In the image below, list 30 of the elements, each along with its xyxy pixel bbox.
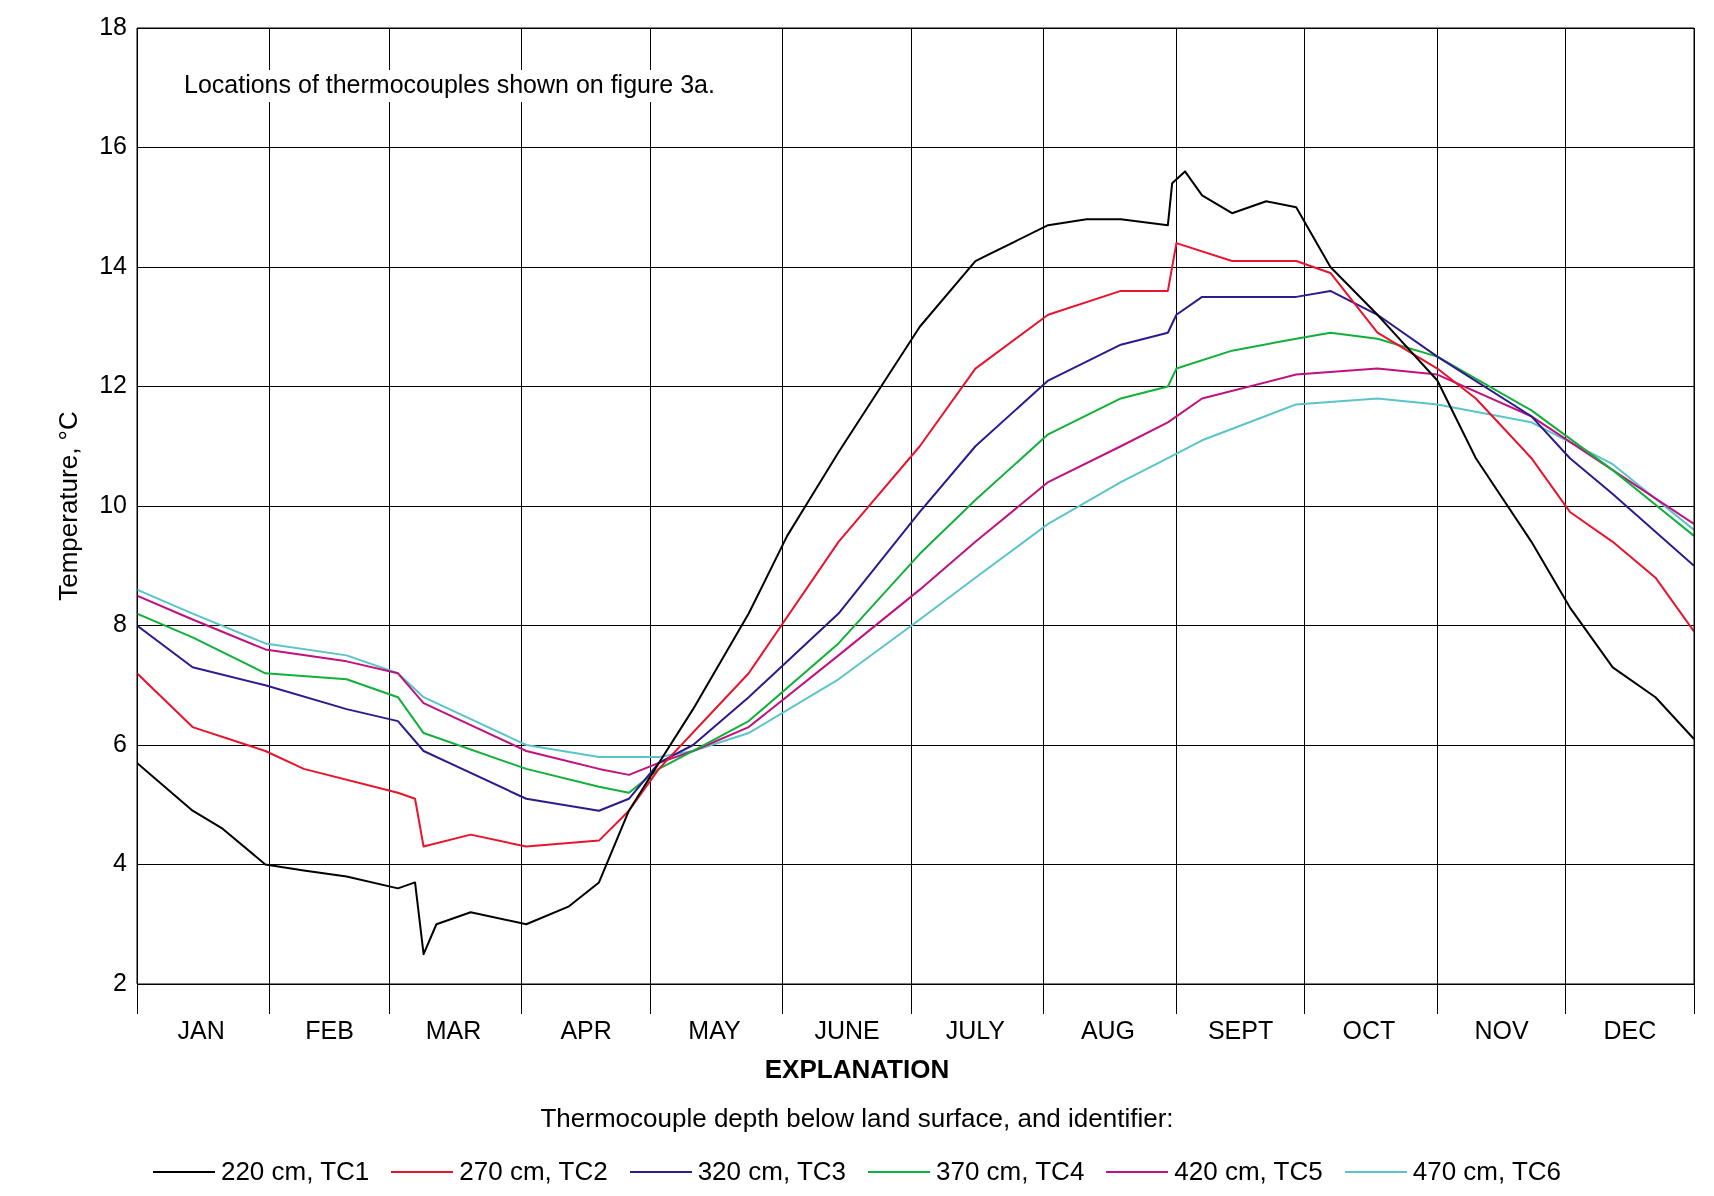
x-tick-label: FEB	[305, 1015, 354, 1044]
x-tick-label: DEC	[1603, 1015, 1657, 1044]
x-tick-label: JAN	[177, 1015, 225, 1044]
y-tick-label: 6	[113, 728, 128, 757]
x-tick-label: MAR	[425, 1015, 482, 1044]
y-tick-label: 14	[99, 250, 128, 279]
y-tick-label: 12	[99, 370, 128, 399]
x-tick-label: MAY	[688, 1015, 741, 1044]
legend-label: 470 cm, TC6	[1412, 1156, 1562, 1187]
legend-label: 320 cm, TC3	[697, 1156, 846, 1187]
x-tick-label: JUNE	[814, 1015, 880, 1044]
y-tick-label: 10	[99, 489, 128, 518]
y-tick-label: 8	[113, 609, 128, 638]
x-tick-label: APR	[560, 1015, 612, 1044]
x-tick-label: SEPT	[1207, 1015, 1274, 1044]
annotation: Locations of thermocouples shown on figure 3a.	[184, 69, 715, 98]
y-tick-label: 4	[113, 848, 128, 877]
y-tick-label: 18	[99, 11, 128, 40]
legend-label: 370 cm, TC4	[936, 1156, 1085, 1187]
y-tick-label: 16	[99, 131, 128, 160]
x-tick-label: AUG	[1080, 1015, 1136, 1044]
x-tick-label: OCT	[1342, 1015, 1396, 1044]
x-tick-label: JULY	[945, 1015, 1006, 1044]
y-tick-label: 2	[113, 967, 128, 996]
x-tick-label: NOV	[1474, 1015, 1529, 1044]
legend-label: 420 cm, TC5	[1174, 1156, 1323, 1187]
legend-label: 270 cm, TC2	[459, 1156, 608, 1187]
legend-label: 220 cm, TC1	[220, 1156, 370, 1187]
y-axis-title: Temperature, °C	[52, 411, 83, 601]
legend-title: EXPLANATION Thermocouple depth below land surface, and identifier:	[539, 1054, 1175, 1134]
